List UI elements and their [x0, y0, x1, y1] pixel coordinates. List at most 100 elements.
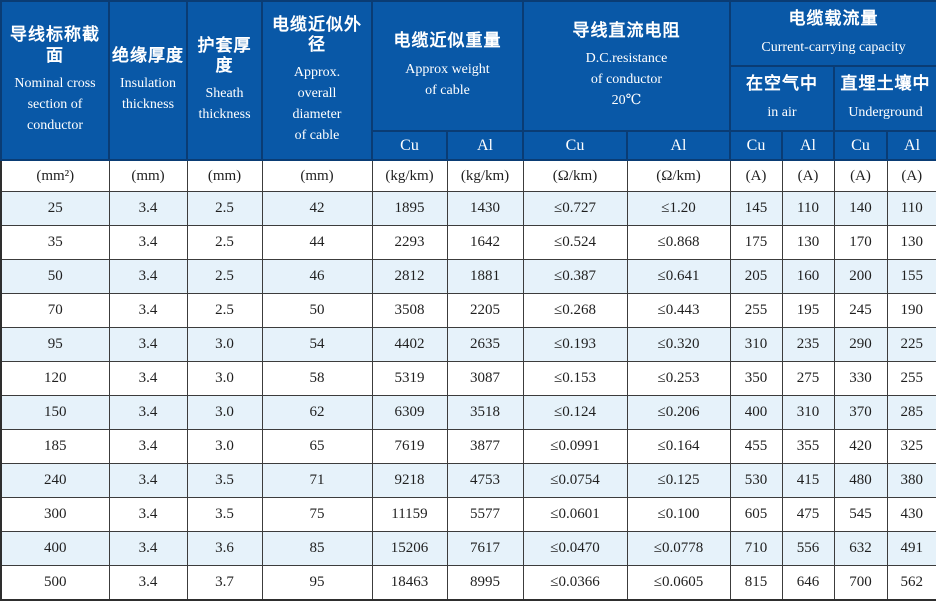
table-header: 导线标称截面 Nominal cross section of conducto… — [0, 0, 936, 192]
header-resistance-zh: 导线直流电阻 — [572, 20, 681, 40]
table-cell: 54 — [261, 327, 373, 362]
header-weight: 电缆近似重量 Approx weight of cable — [371, 0, 524, 132]
table-cell: 290 — [833, 327, 888, 362]
table-cell: 62 — [261, 395, 373, 430]
unit-label: (kg/km) — [446, 159, 524, 192]
table-cell: 2.5 — [186, 191, 263, 226]
table-cell: 140 — [833, 191, 888, 226]
table-cell: 3.4 — [108, 463, 188, 498]
header-underground-en: Underground — [848, 104, 923, 120]
material-label: Cu — [729, 130, 783, 161]
table-cell: 3.4 — [108, 429, 188, 464]
table-cell: 2293 — [371, 225, 448, 260]
table-cell: 255 — [886, 361, 936, 396]
table-cell: 50 — [0, 259, 110, 294]
table-cell: ≤0.524 — [522, 225, 628, 260]
table-cell: 4753 — [446, 463, 524, 498]
table-cell: 370 — [833, 395, 888, 430]
table-row: 185 3.4 3.0 65 7619 3877 ≤0.0991 ≤0.164 455 355 42… — [0, 429, 936, 464]
table-cell: 420 — [833, 429, 888, 464]
table-cell: 65 — [261, 429, 373, 464]
table-row: 240 3.4 3.5 71 9218 4753 ≤0.0754 ≤0.125 530 415 48… — [0, 463, 936, 498]
table-cell: ≤0.0470 — [522, 531, 628, 566]
table-cell: ≤0.641 — [626, 259, 731, 294]
table-cell: 42 — [261, 191, 373, 226]
table-cell: 350 — [729, 361, 783, 396]
table-cell: ≤0.0601 — [522, 497, 628, 532]
units-row: (mm²) (mm) (mm) (mm) (kg/km) (kg/km) (Ω/… — [0, 159, 936, 192]
material-label: Cu — [371, 130, 448, 161]
table-cell: 3.4 — [108, 327, 188, 362]
table-cell: 300 — [0, 497, 110, 532]
table-cell: 3.4 — [108, 531, 188, 566]
table-cell: ≤0.0366 — [522, 565, 628, 601]
table-cell: 3.4 — [108, 191, 188, 226]
table-cell: 95 — [0, 327, 110, 362]
unit-label: (Ω/km) — [626, 159, 731, 192]
table-cell: 175 — [729, 225, 783, 260]
table-cell: ≤0.0991 — [522, 429, 628, 464]
table-cell: 646 — [781, 565, 835, 601]
table-cell: ≤0.727 — [522, 191, 628, 226]
table-cell: 6309 — [371, 395, 448, 430]
table-cell: 185 — [0, 429, 110, 464]
table-cell: ≤0.320 — [626, 327, 731, 362]
unit-label: (mm²) — [0, 159, 110, 192]
table-cell: 160 — [781, 259, 835, 294]
table-cell: ≤0.193 — [522, 327, 628, 362]
table-cell: 15206 — [371, 531, 448, 566]
table-cell: 3877 — [446, 429, 524, 464]
table-cell: 205 — [729, 259, 783, 294]
table-cell: 310 — [781, 395, 835, 430]
header-insulation: 绝缘厚度 Insulation thickness — [108, 0, 188, 161]
table-cell: 7619 — [371, 429, 448, 464]
header-nominal-section: 导线标称截面 Nominal cross section of conducto… — [0, 0, 110, 161]
table-row: 70 3.4 2.5 50 3508 2205 ≤0.268 ≤0.443 255 195 245 1… — [0, 293, 936, 328]
table-row: 25 3.4 2.5 42 1895 1430 ≤0.727 ≤1.20 145 110 140 11… — [0, 191, 936, 226]
table-cell: 330 — [833, 361, 888, 396]
table-cell: ≤0.868 — [626, 225, 731, 260]
table-cell: ≤0.153 — [522, 361, 628, 396]
table-cell: 11159 — [371, 497, 448, 532]
header-sheath-en: Sheath thickness — [198, 86, 251, 123]
table-cell: 325 — [886, 429, 936, 464]
table-cell: 50 — [261, 293, 373, 328]
materials-row: Cu Al Cu Al Cu Al Cu Al — [1, 130, 936, 161]
table-cell: 35 — [0, 225, 110, 260]
table-cell: 130 — [781, 225, 835, 260]
table-cell: 200 — [833, 259, 888, 294]
table-cell: 110 — [781, 191, 835, 226]
header-nominal-section-zh: 导线标称截面 — [10, 25, 100, 65]
table-cell: 1430 — [446, 191, 524, 226]
table-cell: 3.0 — [186, 395, 263, 430]
table-cell: 455 — [729, 429, 783, 464]
unit-label: (Ω/km) — [522, 159, 628, 192]
table-cell: 245 — [833, 293, 888, 328]
header-resistance: 导线直流电阻 D.C.resistance of conductor 20℃ — [522, 0, 731, 132]
header-underground-zh: 直埋土壤中 — [840, 74, 931, 94]
table-row: 50 3.4 2.5 46 2812 1881 ≤0.387 ≤0.641 205 160 200 1… — [0, 259, 936, 294]
material-label: Al — [446, 130, 524, 161]
table-cell: 130 — [886, 225, 936, 260]
table-cell: 562 — [886, 565, 936, 601]
table-cell: ≤0.124 — [522, 395, 628, 430]
table-cell: 285 — [886, 395, 936, 430]
table-cell: 475 — [781, 497, 835, 532]
header-diameter-zh: 电缆近似外径 — [272, 14, 362, 54]
table-cell: 150 — [0, 395, 110, 430]
table-cell: 7617 — [446, 531, 524, 566]
table-cell: ≤0.0605 — [626, 565, 731, 601]
table-cell: 380 — [886, 463, 936, 498]
table-row: 120 3.4 3.0 58 5319 3087 ≤0.153 ≤0.253 350 275 330… — [0, 361, 936, 396]
table-cell: ≤0.100 — [626, 497, 731, 532]
table-body: 25 3.4 2.5 42 1895 1430 ≤0.727 ≤1.20 145 110 140 11… — [0, 191, 936, 601]
table-cell: 2812 — [371, 259, 448, 294]
table-cell: ≤0.268 — [522, 293, 628, 328]
table-cell: 70 — [0, 293, 110, 328]
table-cell: ≤0.387 — [522, 259, 628, 294]
table-cell: 5577 — [446, 497, 524, 532]
unit-label: (A) — [886, 159, 936, 192]
material-label: Cu — [833, 130, 888, 161]
table-cell: ≤0.443 — [626, 293, 731, 328]
header-underground: 直埋土壤中 Underground — [832, 65, 936, 132]
